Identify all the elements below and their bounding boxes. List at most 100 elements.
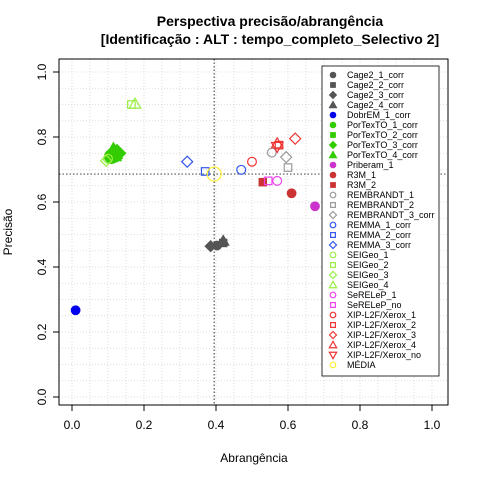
data-point (263, 176, 273, 186)
legend-label: DobrEM_1_corr (347, 110, 411, 120)
legend-marker (329, 311, 337, 319)
legend-marker (328, 210, 338, 220)
chart-subtitle: [Identificação : ALT : tempo_completo_Se… (101, 31, 439, 47)
legend-marker (328, 340, 338, 349)
legend-label: REMMA_1_corr (347, 220, 411, 230)
data-point (128, 96, 142, 109)
legend-label: SeRELeP_1 (347, 290, 397, 300)
legend-marker (328, 330, 338, 340)
reference-lines (59, 59, 448, 405)
legend-label: REMMA_3_corr (347, 240, 411, 250)
data-point (286, 188, 297, 199)
y-tick-label: 0.4 (35, 258, 49, 275)
legend-label: XIP-L2F/Xerox_2 (347, 320, 416, 330)
x-axis-label: Abrangência (220, 451, 288, 465)
legend-marker (330, 232, 336, 238)
legend-marker (328, 240, 338, 250)
legend-label: PorTexTO_2_corr (347, 130, 418, 140)
legend-marker (329, 161, 337, 169)
legend-label: XIP-L2F/Xerox_4 (347, 340, 416, 350)
legend-marker (328, 90, 338, 100)
legend-label: Cage2_4_corr (347, 100, 404, 110)
legend-marker (329, 361, 337, 369)
legend-marker (330, 182, 336, 188)
y-tick-label: 0.0 (35, 388, 49, 405)
y-tick-label: 0.2 (35, 323, 49, 340)
legend-label: SEIGeo_1 (347, 250, 389, 260)
legend-marker (329, 291, 337, 299)
plot-border (58, 58, 449, 406)
legend-label: PorTexTO_4_corr (347, 150, 418, 160)
legend-label: SEIGeo_4 (347, 280, 389, 290)
axes: 0.0 0.2 0.4 0.6 0.8 1.0 0.0 0.2 0.4 0.6 0.8 1.0 (35, 58, 449, 432)
legend-box (321, 65, 440, 377)
legend-label: SEIGeo_3 (347, 270, 389, 280)
legend-label: Cage2_2_corr (347, 80, 404, 90)
legend-label: XIP-L2F/Xerox_no (347, 350, 421, 360)
y-tick-label: 0.6 (35, 193, 49, 210)
data-point (102, 153, 113, 164)
x-tick-label: 0.8 (352, 418, 369, 432)
legend-label: PorTexTO_3_corr (347, 140, 418, 150)
legend-marker (329, 171, 337, 179)
legend-marker (329, 121, 337, 129)
data-point (204, 239, 217, 253)
data-point (270, 141, 284, 154)
data-point (70, 305, 81, 316)
y-tick-label: 1.0 (35, 63, 49, 80)
legend-label: R3M_1 (347, 170, 376, 180)
y-axis-label: Precisão (1, 208, 15, 255)
legend-marker (330, 322, 336, 328)
legend-marker (330, 132, 336, 138)
legend-marker (329, 111, 337, 119)
legend-label: Cage2_3_corr (347, 90, 404, 100)
x-tick-label: 0.4 (208, 418, 225, 432)
legend-marker (330, 302, 336, 308)
data-point (200, 167, 210, 176)
legend-marker (330, 262, 336, 268)
chart-title: Perspectiva precisão/abrangência (157, 13, 384, 29)
legend-label: Priberam_1 (347, 160, 394, 170)
legend-label: R3M_2 (347, 180, 376, 190)
data-point (279, 150, 293, 164)
legend-label: REMBRANDT_1 (347, 190, 414, 200)
legend-label: XIP-L2F/Xerox_1 (347, 310, 416, 320)
data-point (283, 163, 293, 172)
legend: Cage2_1_corrCage2_2_corrCage2_3_corrCage… (321, 65, 440, 377)
x-tick-label: 1.0 (424, 418, 441, 432)
data-points (70, 96, 320, 316)
legend-marker (329, 191, 337, 199)
legend-marker (328, 150, 338, 159)
legend-label: PorTexTO_1_corr (347, 120, 418, 130)
data-point (310, 201, 320, 212)
data-point (180, 155, 194, 169)
legend-marker (328, 100, 338, 109)
legend-label: REMBRANDT_2 (347, 200, 414, 210)
x-tick-label: 0.2 (136, 418, 153, 432)
x-tick-label: 0.6 (280, 418, 297, 432)
legend-label: MÉDIA (347, 360, 376, 370)
legend-label: XIP-L2F/Xerox_3 (347, 330, 416, 340)
legend-label: SeRELeP_no (347, 300, 402, 310)
data-point (272, 175, 283, 186)
legend-marker (328, 140, 338, 150)
legend-marker (328, 351, 338, 360)
legend-label: Cage2_1_corr (347, 70, 404, 80)
legend-marker (329, 221, 337, 229)
legend-marker (329, 251, 337, 259)
data-point (258, 177, 268, 187)
legend-marker (328, 270, 338, 280)
data-point (236, 164, 247, 175)
legend-marker (330, 82, 336, 88)
legend-marker (329, 71, 337, 79)
legend-label: SEIGeo_2 (347, 260, 389, 270)
data-point (99, 154, 113, 168)
data-point (288, 132, 302, 145)
legend-label: REMMA_2_corr (347, 230, 411, 240)
legend-marker (330, 202, 336, 208)
data-point (216, 234, 230, 246)
y-tick-label: 0.8 (35, 128, 49, 145)
data-point (206, 166, 222, 182)
legend-marker (328, 280, 338, 289)
